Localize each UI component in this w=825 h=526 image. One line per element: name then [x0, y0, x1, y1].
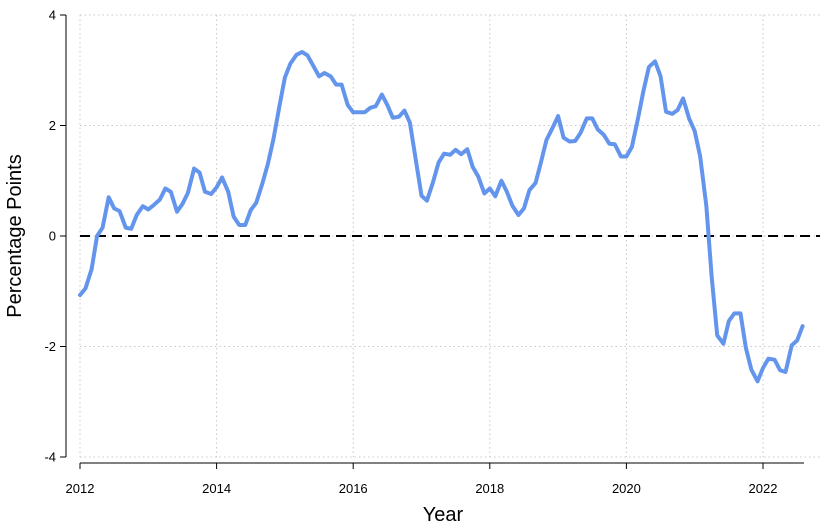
y-tick-label: 4 — [49, 8, 56, 23]
x-tick-label: 2022 — [749, 481, 778, 496]
x-tick-label: 2012 — [66, 481, 95, 496]
x-tick-label: 2018 — [475, 481, 504, 496]
x-tick-label: 2016 — [339, 481, 368, 496]
series-line — [78, 50, 805, 384]
x-tick-label: 2020 — [612, 481, 641, 496]
y-tick-label: -4 — [44, 450, 56, 465]
y-axis-ticks: 4 2 0 -2 -4 — [44, 8, 66, 465]
series-group — [78, 50, 805, 384]
y-tick-label: -2 — [44, 339, 56, 354]
y-axis-title: Percentage Points — [4, 154, 26, 317]
y-tick-label: 2 — [49, 118, 56, 133]
y-tick-label: 0 — [49, 229, 56, 244]
axes — [65, 15, 804, 464]
x-tick-label: 2014 — [202, 481, 231, 496]
x-axis-ticks: 2012 2014 2016 2018 2020 2022 — [66, 463, 778, 496]
x-axis-title: Year — [423, 504, 464, 526]
